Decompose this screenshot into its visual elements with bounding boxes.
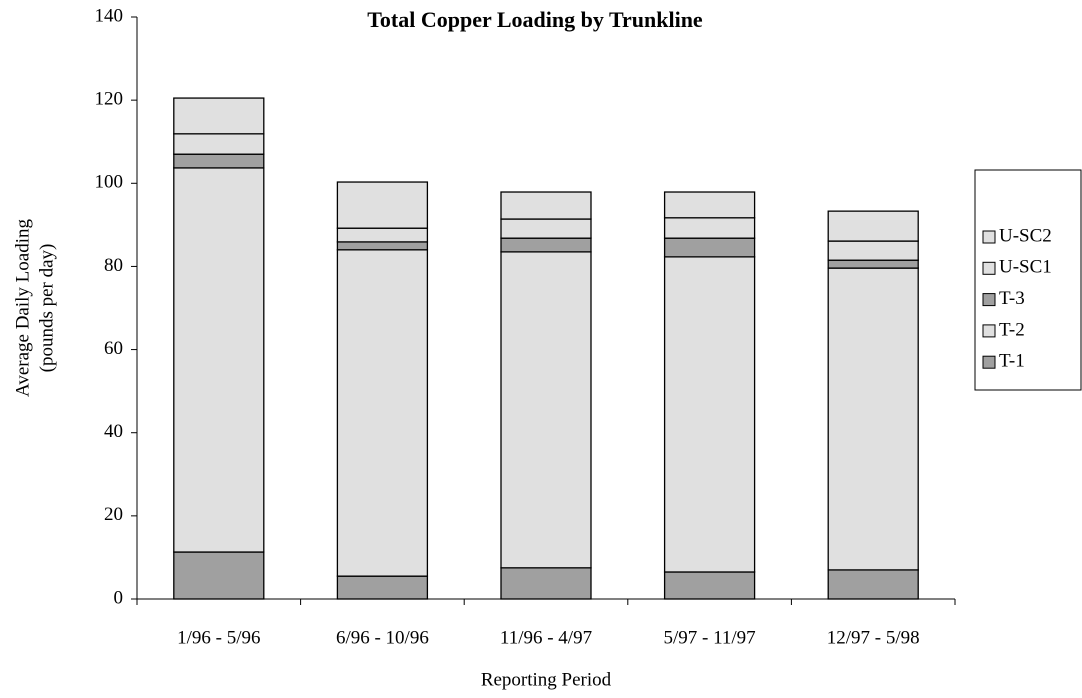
legend-swatch (982, 230, 996, 244)
legend-swatch (982, 261, 996, 275)
bar-segment (336, 227, 429, 243)
legend-label: T-1 (999, 351, 1025, 372)
x-tick-label: 11/96 - 4/97 (500, 627, 592, 648)
bar-segment (663, 256, 756, 573)
y-axis-title: Average Daily Loading (12, 219, 33, 397)
bar-segment (827, 267, 919, 571)
bar-segment (336, 249, 429, 577)
y-tick-label: 60 (104, 338, 123, 359)
bar-segment (173, 167, 265, 553)
legend-box (974, 169, 1082, 391)
bar-segment (336, 241, 429, 251)
legend-swatch (982, 324, 996, 338)
legend-label: T-3 (999, 288, 1025, 309)
y-axis-title: (pounds per day) (36, 244, 57, 373)
x-axis-title: Reporting Period (481, 669, 612, 690)
bar-segment (500, 237, 592, 253)
bar-segment (173, 551, 265, 600)
bar-segment (663, 217, 756, 239)
bar-segment (663, 237, 756, 258)
legend-swatch (982, 293, 996, 307)
bar-segment (827, 259, 919, 269)
y-tick-label: 120 (95, 89, 124, 110)
bar-segment (827, 569, 919, 600)
legend-swatch (982, 355, 996, 369)
bar-segment (173, 133, 265, 155)
bar-segment (336, 181, 429, 229)
x-tick-label: 1/96 - 5/96 (177, 627, 260, 648)
legend-label: U-SC1 (999, 257, 1052, 278)
bar-segment (500, 218, 592, 239)
bar-segment (663, 571, 756, 600)
y-tick-label: 100 (95, 172, 124, 193)
y-tick-label: 40 (104, 421, 123, 442)
y-tick-label: 20 (104, 504, 123, 525)
bar-segment (173, 153, 265, 169)
y-tick-label: 140 (95, 5, 124, 26)
bar-segment (663, 191, 756, 219)
x-tick-label: 6/96 - 10/96 (336, 627, 429, 648)
x-tick-label: 12/97 - 5/98 (827, 627, 920, 648)
bar-segment (500, 191, 592, 220)
bar-segment (500, 251, 592, 569)
bar-segment (173, 97, 265, 135)
bar-segment (827, 210, 919, 242)
legend-label: T-2 (999, 319, 1025, 340)
legend-label: U-SC2 (999, 225, 1052, 246)
bar-segment (827, 240, 919, 261)
y-tick-label: 80 (104, 255, 123, 276)
x-tick-label: 5/97 - 11/97 (664, 627, 756, 648)
bar-segment (336, 575, 429, 600)
chart-title: Total Copper Loading by Trunkline (367, 7, 703, 32)
y-tick-label: 0 (114, 587, 124, 608)
bar-segment (500, 567, 592, 600)
